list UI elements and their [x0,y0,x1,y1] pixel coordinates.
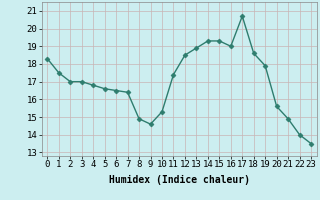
X-axis label: Humidex (Indice chaleur): Humidex (Indice chaleur) [109,175,250,185]
